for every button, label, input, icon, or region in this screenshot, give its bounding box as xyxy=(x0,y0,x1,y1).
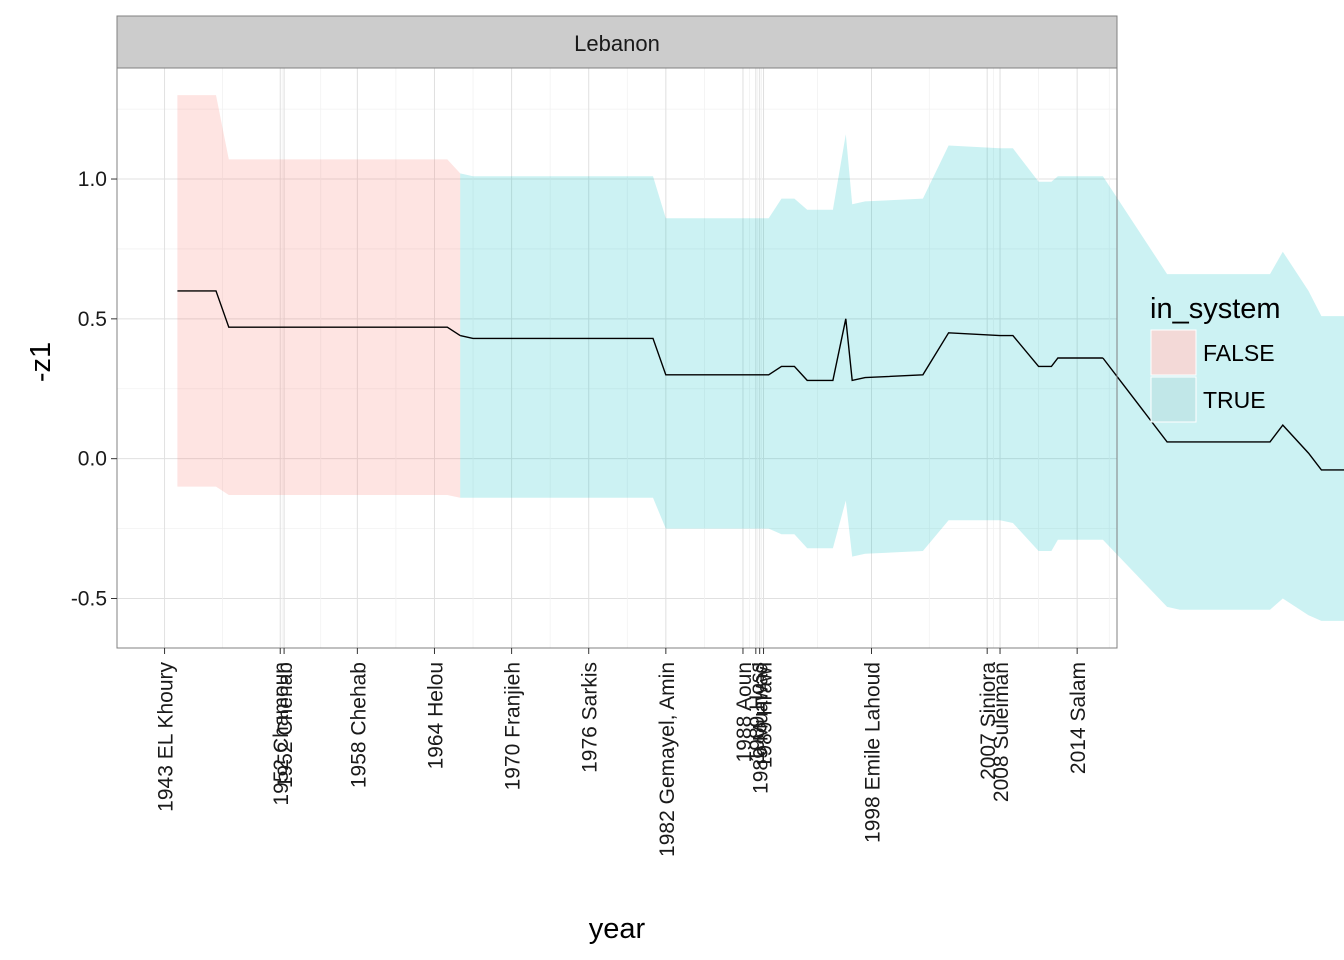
facet-strip xyxy=(116,15,1118,69)
line-true-2 xyxy=(1102,357,1344,471)
x-tick-label: 1964 Helou xyxy=(425,662,448,769)
legend-label-false: FALSE xyxy=(1203,340,1275,366)
legend-title: in_system xyxy=(1150,293,1281,325)
x-tick-label: 1952 Chehab xyxy=(274,662,297,788)
legend-key-bg xyxy=(1150,329,1197,376)
x-tick-label: 1989 Hoss xyxy=(746,662,769,762)
x-tick-label: 1958 Chehab xyxy=(347,662,370,788)
series-lines xyxy=(177,290,1344,471)
ribbon-false-0 xyxy=(177,95,461,498)
x-tick-label: 1998 Emile Lahoud xyxy=(862,662,885,843)
x-axis-title: year xyxy=(589,913,646,945)
ribbon-true-2 xyxy=(1102,176,1344,621)
x-tick-label: 1976 Sarkis xyxy=(579,662,602,773)
line-true-1 xyxy=(460,318,1103,382)
x-tick-label: 2014 Salam xyxy=(1067,662,1090,774)
x-tick-label: 1988 Aoun xyxy=(733,662,756,762)
x-tick-label: 2007 Siniora xyxy=(977,662,1000,780)
y-tick-label: 0.5 xyxy=(78,308,107,331)
legend: in_system FALSE TRUE xyxy=(1150,293,1281,423)
y-axis-title: -z1 xyxy=(25,342,57,382)
y-tick-label: 0.0 xyxy=(78,448,107,471)
facet-title: Lebanon xyxy=(574,31,660,56)
legend-label-true: TRUE xyxy=(1203,387,1266,413)
plot-border xyxy=(116,67,1118,649)
ribbons xyxy=(177,95,1344,621)
x-tick-label: 1943 EL Khoury xyxy=(155,662,178,812)
legend-key-true xyxy=(1150,376,1197,423)
x-tick-label: 1970 Franjieh xyxy=(502,662,525,790)
y-axis: -0.5 0.0 0.5 1.0 xyxy=(71,168,117,611)
x-tick-label: 1989 Muawad xyxy=(750,662,773,794)
y-tick-label: -0.5 xyxy=(71,588,107,611)
x-tick-label: 1989 Hrawi xyxy=(754,662,777,768)
x-tick-label: 2008 Suleiman xyxy=(990,662,1013,802)
y-tick-label: 1.0 xyxy=(78,168,107,191)
ribbon-true-1 xyxy=(460,134,1103,557)
x-tick-label: 1952 Chamoun xyxy=(270,662,293,806)
grid-lines xyxy=(117,68,1117,648)
line-false-0 xyxy=(177,290,461,337)
x-tick-label: 1982 Gemayel, Amin xyxy=(656,662,679,857)
legend-key-false xyxy=(1150,329,1197,376)
